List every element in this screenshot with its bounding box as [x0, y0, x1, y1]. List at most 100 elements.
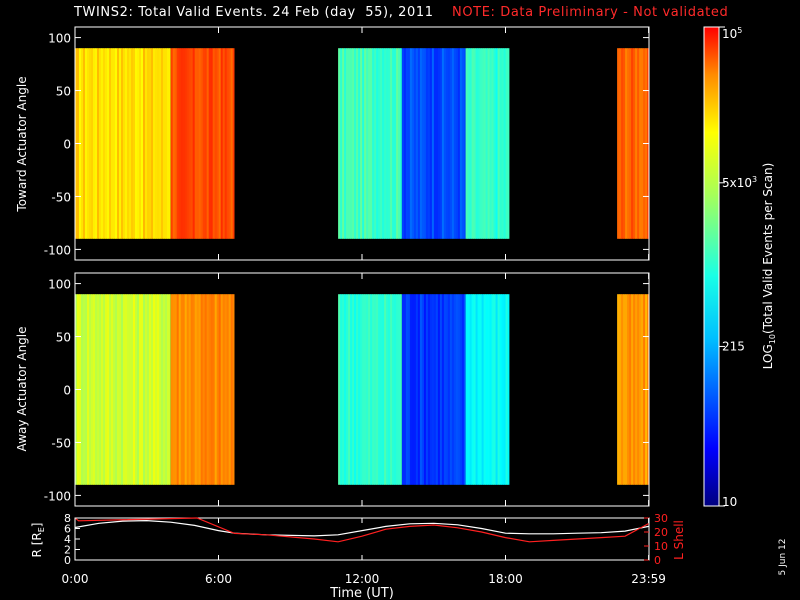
heatmap-cell — [206, 294, 210, 485]
heatmap-cell — [101, 48, 104, 239]
heatmap-cell — [396, 294, 399, 485]
heatmap-cell — [85, 48, 88, 239]
heatmap-cell — [409, 294, 413, 485]
heatmap-cell — [190, 48, 194, 239]
heatmap-cell — [155, 294, 158, 485]
heatmap-cell — [368, 48, 371, 239]
heatmap-cell — [204, 294, 208, 485]
heatmap-cell — [441, 48, 445, 239]
heatmap-cell — [390, 48, 393, 239]
heatmap-cell — [497, 294, 500, 485]
heatmap-cell — [123, 294, 126, 485]
heatmap-cell — [467, 294, 470, 485]
heatmap-cell — [455, 294, 459, 485]
heatmap-cell — [111, 48, 114, 239]
heatmap-cell — [423, 294, 427, 485]
heatmap-cell — [121, 48, 124, 239]
heatmap-cell — [499, 294, 502, 485]
heatmap-cell — [125, 294, 128, 485]
heatmap-cell — [453, 48, 457, 239]
heatmap-cell — [388, 294, 391, 485]
heatmap-cell — [174, 294, 178, 485]
heatmap-cell — [169, 294, 171, 485]
heatmap-cell — [457, 48, 461, 239]
heatmap-cell — [115, 48, 118, 239]
heatmap-cell — [491, 294, 494, 485]
heatmap-cell — [433, 48, 437, 239]
colorbar-tick-label: 105 — [722, 26, 742, 41]
heatmap-cell — [380, 48, 383, 239]
heatmap-cell — [119, 48, 122, 239]
heatmap-cell — [360, 294, 363, 485]
heatmap-cell — [465, 294, 468, 485]
heatmap-cell — [184, 294, 188, 485]
heatmap-cell — [228, 294, 232, 485]
heatmap-cell — [196, 48, 200, 239]
heatmap-cell — [631, 294, 634, 485]
heatmap-cell — [346, 48, 349, 239]
heatmap-cell — [627, 294, 630, 485]
heatmap-cell — [348, 294, 351, 485]
heatmap-cell — [113, 48, 116, 239]
y-tick-label: 0 — [64, 554, 71, 567]
heatmap-cell — [439, 48, 443, 239]
heatmap-cell — [507, 294, 510, 485]
chart-title: TWINS2: Total Valid Events. 24 Feb (day … — [74, 5, 434, 20]
heatmap-cell — [378, 294, 381, 485]
colorbar: 10 215 5x103 105 LOG10(Total Valid Events p… — [703, 26, 777, 509]
heatmap-cell — [455, 48, 459, 239]
heatmap-cell — [451, 294, 455, 485]
heatmap-cell — [398, 48, 401, 239]
heatmap-cell — [87, 48, 90, 239]
heatmap-cell — [633, 294, 636, 485]
y-tick-label: -100 — [44, 489, 71, 503]
heatmap-cell — [226, 48, 230, 239]
heatmap-cell — [153, 294, 156, 485]
heatmap-cell — [127, 48, 130, 239]
heatmap-cell — [182, 294, 186, 485]
heatmap-cell — [358, 48, 361, 239]
heatmap-cell — [394, 48, 397, 239]
heatmap-cell — [631, 48, 634, 239]
heatmap-cell — [194, 48, 198, 239]
heatmap-cell — [431, 48, 435, 239]
heatmap-cell — [475, 48, 478, 239]
heatmap-cell — [348, 48, 351, 239]
heatmap-cell — [170, 294, 174, 485]
heatmap-cell — [463, 294, 466, 485]
heatmap-cell — [411, 294, 415, 485]
heatmap-cell — [358, 294, 361, 485]
heatmap-cell — [170, 48, 174, 239]
heatmap-cell — [97, 48, 100, 239]
heatmap-cell — [372, 294, 375, 485]
heatmap-cell — [503, 294, 506, 485]
heatmap-cell — [157, 48, 160, 239]
heatmap-cell — [425, 48, 429, 239]
heatmap-cell — [208, 48, 212, 239]
heatmap-cell — [115, 294, 118, 485]
orbit-plot-frame — [74, 517, 650, 561]
heatmap-cell — [366, 294, 369, 485]
heatmap-cell — [623, 48, 626, 239]
heatmap-cell — [190, 294, 194, 485]
heatmap-cell — [421, 294, 425, 485]
heatmap-cell — [463, 48, 466, 239]
heatmap-cell — [210, 48, 214, 239]
heatmap-cell — [149, 48, 152, 239]
heatmap-cell — [192, 48, 196, 239]
heatmap-cell — [362, 294, 365, 485]
heatmap-cell — [481, 48, 484, 239]
x-tick-label: 6:00 — [205, 572, 232, 586]
heatmap-cell — [475, 294, 478, 485]
away-ylabel: Away Actuator Angle — [15, 326, 29, 451]
heatmap-cell — [149, 294, 152, 485]
heatmap-cell — [198, 294, 202, 485]
heatmap-cell — [429, 48, 433, 239]
heatmap-cell — [619, 48, 622, 239]
heatmap-cell — [392, 294, 395, 485]
heatmap-cell — [232, 294, 235, 485]
heatmap-cell — [161, 48, 164, 239]
heatmap-cell — [457, 294, 461, 485]
heatmap-cell — [453, 294, 457, 485]
heatmap-cell — [445, 48, 449, 239]
